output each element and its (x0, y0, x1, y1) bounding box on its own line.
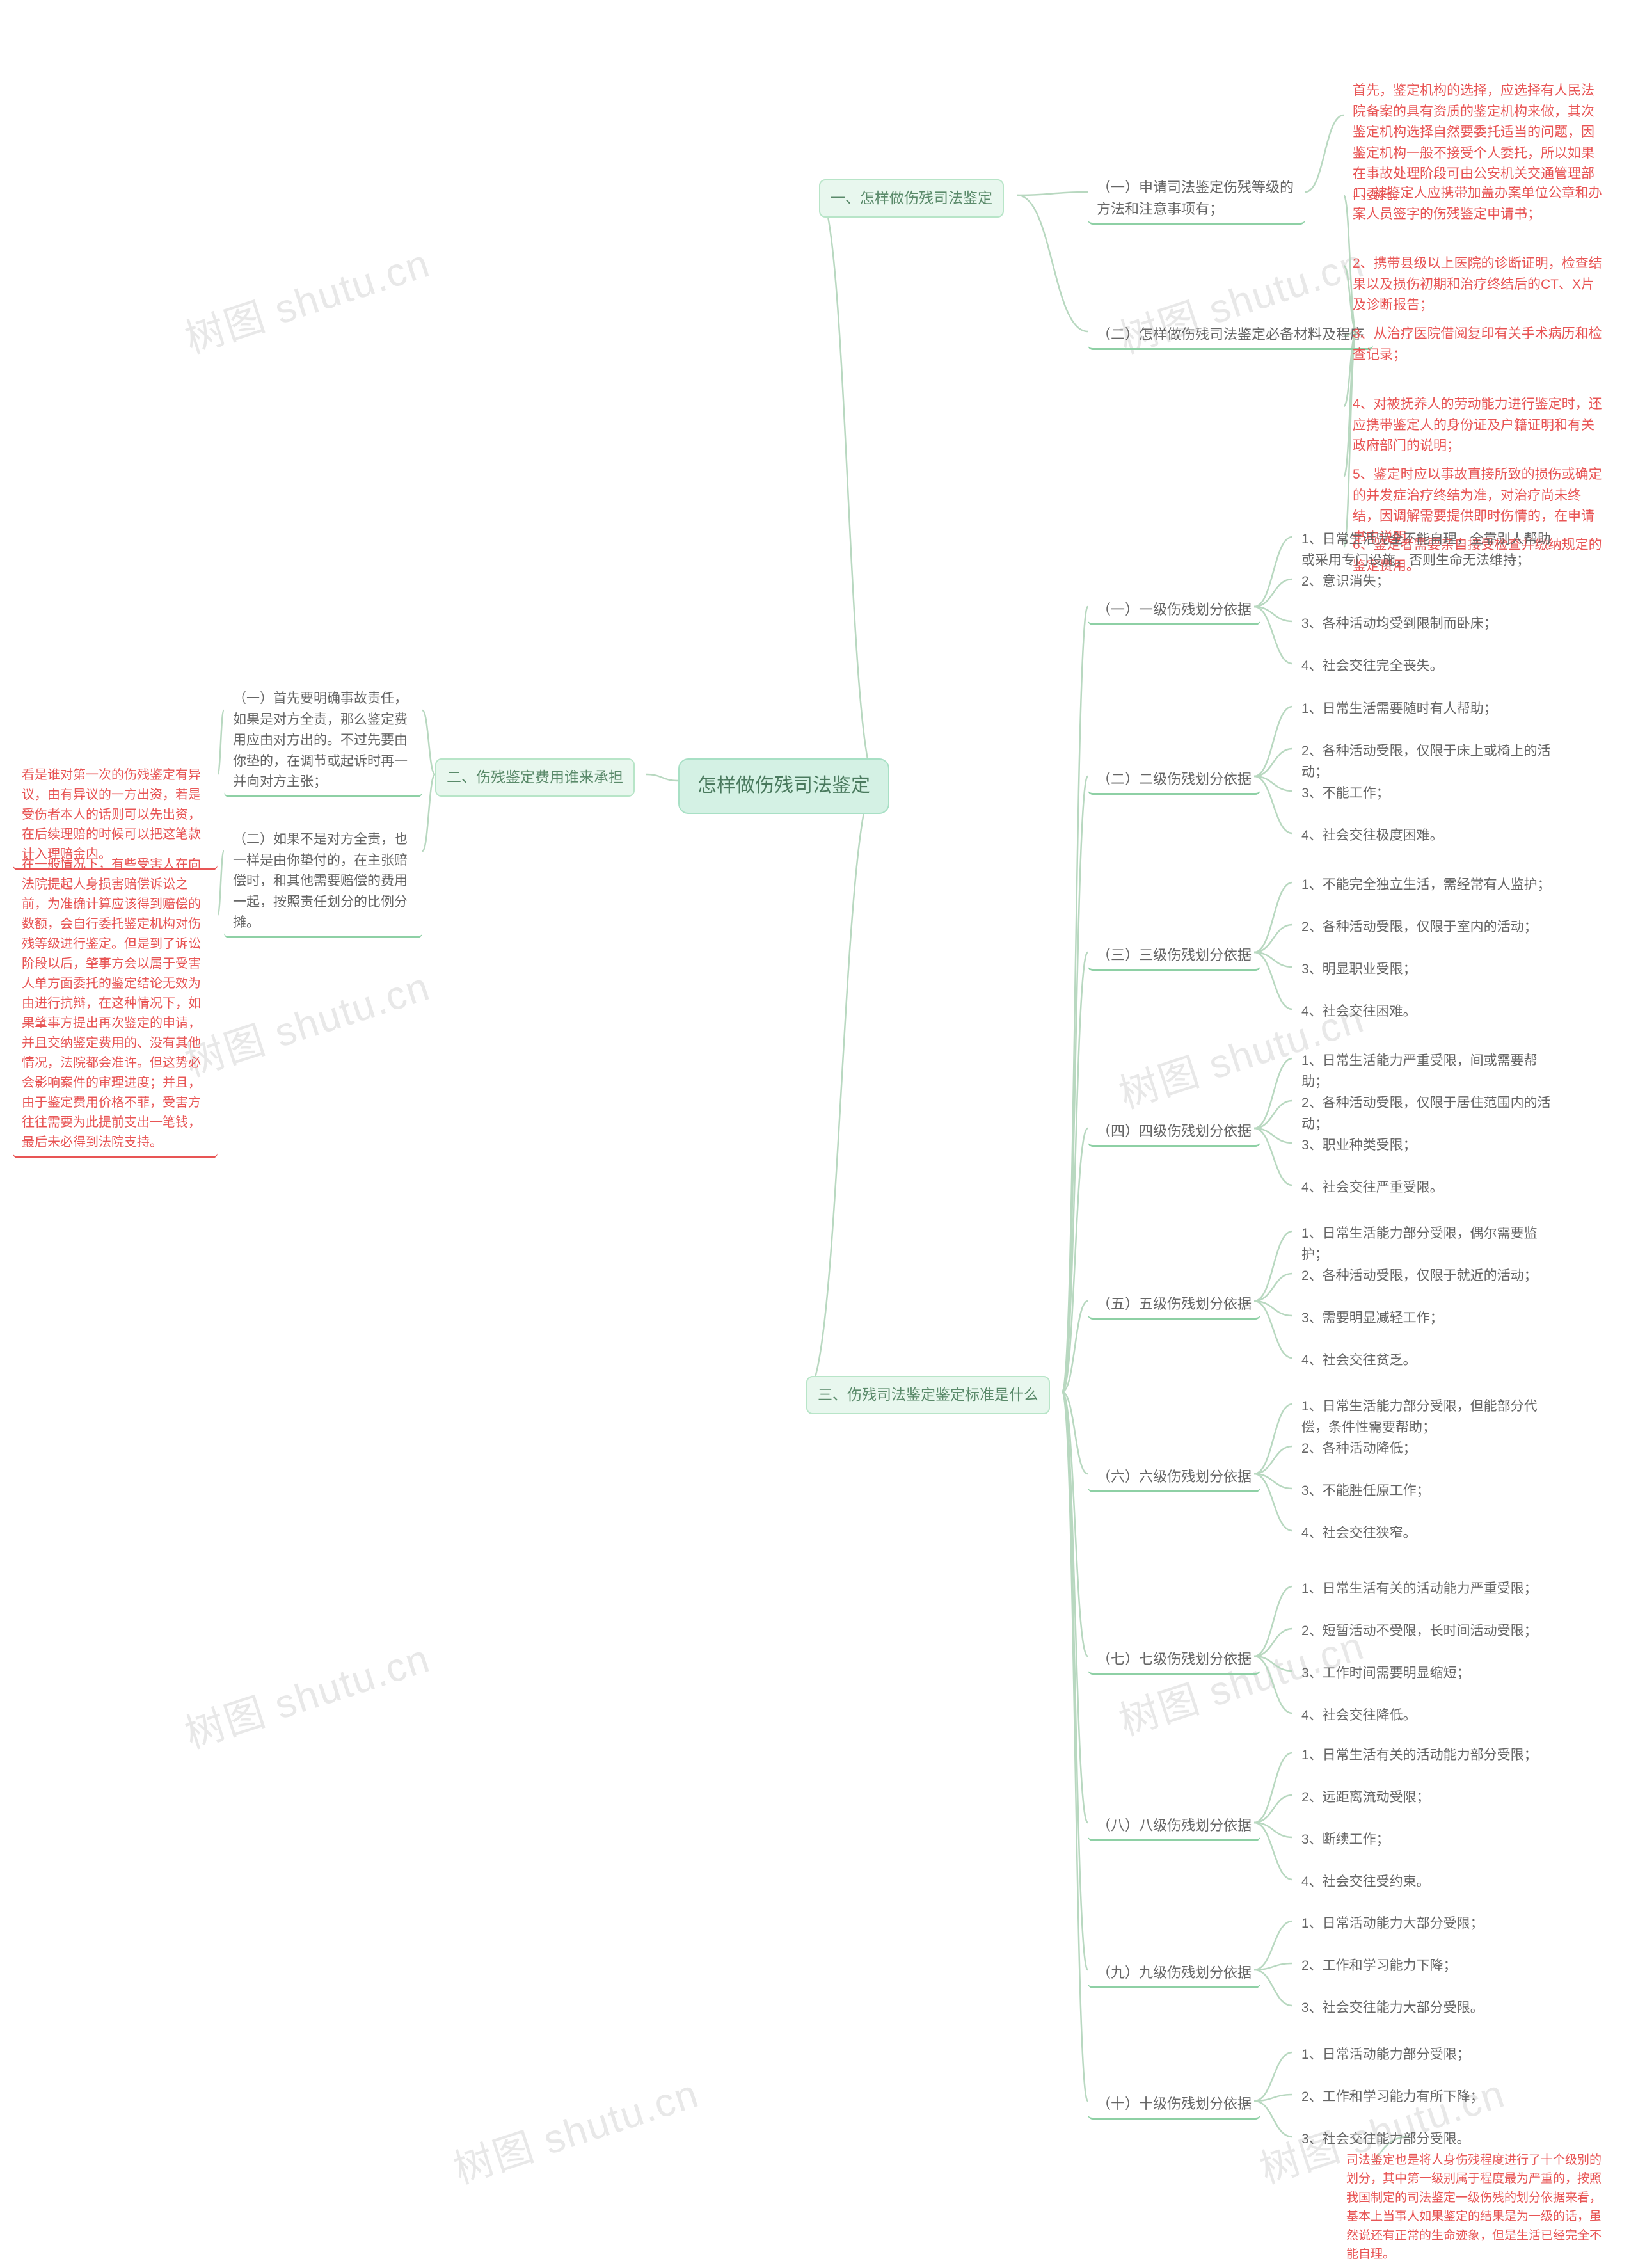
leaf-item: 3、需要明显减轻工作； (1292, 1304, 1452, 1333)
branch-1: 一、怎样做伤残司法鉴定 (819, 179, 1004, 218)
watermark: 树图 shutu.cn (177, 1626, 436, 1759)
branch-2-child-1: （一）首先要明确事故责任，如果是对方全责，那么鉴定费用应由对方出的。不过先要由你… (224, 685, 422, 797)
leaf-red: 3、从治疗医院借阅复印有关手术病历和检查记录； (1344, 320, 1612, 369)
level-group-4: （四）四级伤残划分依据 (1088, 1117, 1260, 1147)
leaf-item: 1、日常生活有关的活动能力严重受限； (1292, 1575, 1547, 1604)
leaf-item: 2、工作和学习能力有所下降； (1292, 2083, 1493, 2112)
leaf-item: 4、社会交往狭窄。 (1292, 1519, 1426, 1548)
level-group-6: （六）六级伤残划分依据 (1088, 1462, 1260, 1492)
leaf-item: 1、日常生活需要随时有人帮助； (1292, 695, 1506, 724)
branch-1-child-1: （一）申请司法鉴定伤残等级的方法和注意事项有； (1088, 173, 1305, 225)
leaf-item: 1、不能完全独立生活，需经常有人监护； (1292, 871, 1560, 900)
leaf-item: 3、职业种类受限； (1292, 1131, 1426, 1160)
leaf-item: 3、断续工作； (1292, 1826, 1399, 1855)
watermark: 树图 shutu.cn (445, 2061, 705, 2194)
branch-2: 二、伤残鉴定费用谁来承担 (435, 758, 635, 797)
level-group-8: （八）八级伤残划分依据 (1088, 1811, 1260, 1841)
leaf-item: 1、日常活动能力大部分受限； (1292, 1910, 1493, 1938)
leaf-item: 3、各种活动均受到限制而卧床； (1292, 610, 1506, 639)
leaf-item: 4、社会交往贫乏。 (1292, 1346, 1426, 1375)
leaf-item: 4、社会交往严重受限。 (1292, 1174, 1452, 1202)
leaf-red: 1、被鉴定人应携带加盖办案单位公章和办案人员签字的伤残鉴定申请书； (1344, 179, 1612, 228)
level-group-7: （七）七级伤残划分依据 (1088, 1645, 1260, 1675)
leaf-item: 3、不能工作； (1292, 779, 1399, 808)
level-group-5: （五）五级伤残划分依据 (1088, 1290, 1260, 1320)
leaf-item: 4、社会交往降低。 (1292, 1702, 1426, 1730)
level-group-10: （十）十级伤残划分依据 (1088, 2089, 1260, 2120)
leaf-item: 4、社会交往困难。 (1292, 998, 1426, 1026)
leaf-item: 4、社会交往极度困难。 (1292, 822, 1452, 850)
leaf-item: 1、日常活动能力部分受限； (1292, 2041, 1479, 2070)
watermark: 树图 shutu.cn (177, 231, 436, 364)
leaf-item: 3、社会交往能力大部分受限。 (1292, 1994, 1493, 2023)
leaf-item: 3、不能胜任原工作； (1292, 1477, 1439, 1506)
level-group-9: （九）九级伤残划分依据 (1088, 1958, 1260, 1988)
leaf-item: 2、工作和学习能力下降； (1292, 1952, 1466, 1981)
leaf-red: 4、对被抚养人的劳动能力进行鉴定时，还应携带鉴定人的身份证及户籍证明和有关政府部… (1344, 390, 1612, 461)
center-node: 怎样做伤残司法鉴定 (678, 758, 889, 814)
level-group-2: （二）二级伤残划分依据 (1088, 765, 1260, 795)
leaf-item: 4、社会交往受约束。 (1292, 1868, 1439, 1897)
leaf-item: 2、短暂活动不受限，长时间活动受限； (1292, 1617, 1547, 1646)
leaf-item: 2、各种活动受限，仅限于室内的活动； (1292, 913, 1547, 942)
leaf-red: 2、携带县级以上医院的诊断证明，检查结果以及损伤初期和治疗终结后的CT、X片及诊… (1344, 250, 1612, 320)
leaf-item: 2、意识消失； (1292, 568, 1399, 596)
leaf-item: 3、工作时间需要明显缩短； (1292, 1659, 1479, 1688)
branch-2-child-2: （二）如果不是对方全责，也一样是由你垫付的，在主张赔偿时，和其他需要赔偿的费用一… (224, 826, 422, 938)
leaf-item: 4、社会交往完全丧失。 (1292, 652, 1452, 681)
branch-1-child-2: （二）怎样做伤残司法鉴定必备材料及程序 (1088, 320, 1373, 350)
leaf-item: 2、各种活动受限，仅限于就近的活动； (1292, 1262, 1547, 1291)
leaf-item: 3、明显职业受限； (1292, 955, 1426, 984)
leaf-item: 2、各种活动降低； (1292, 1435, 1426, 1464)
leaf-extra-red: 司法鉴定也是将人身伤残程度进行了十个级别的划分，其中第一级别属于程度最为严重的，… (1337, 2147, 1619, 2268)
leaf-item: 1、日常生活有关的活动能力部分受限； (1292, 1741, 1547, 1770)
level-group-1: （一）一级伤残划分依据 (1088, 595, 1260, 625)
level-group-3: （三）三级伤残划分依据 (1088, 941, 1260, 971)
leaf-item: 2、远距离流动受限； (1292, 1784, 1439, 1812)
branch-3: 三、伤残司法鉴定鉴定标准是什么 (806, 1376, 1050, 1414)
left-extra-text: 在一般情况下，有些受害人在向法院提起人身损害赔偿诉讼之前，为准确计算应该得到赔偿… (13, 851, 218, 1158)
